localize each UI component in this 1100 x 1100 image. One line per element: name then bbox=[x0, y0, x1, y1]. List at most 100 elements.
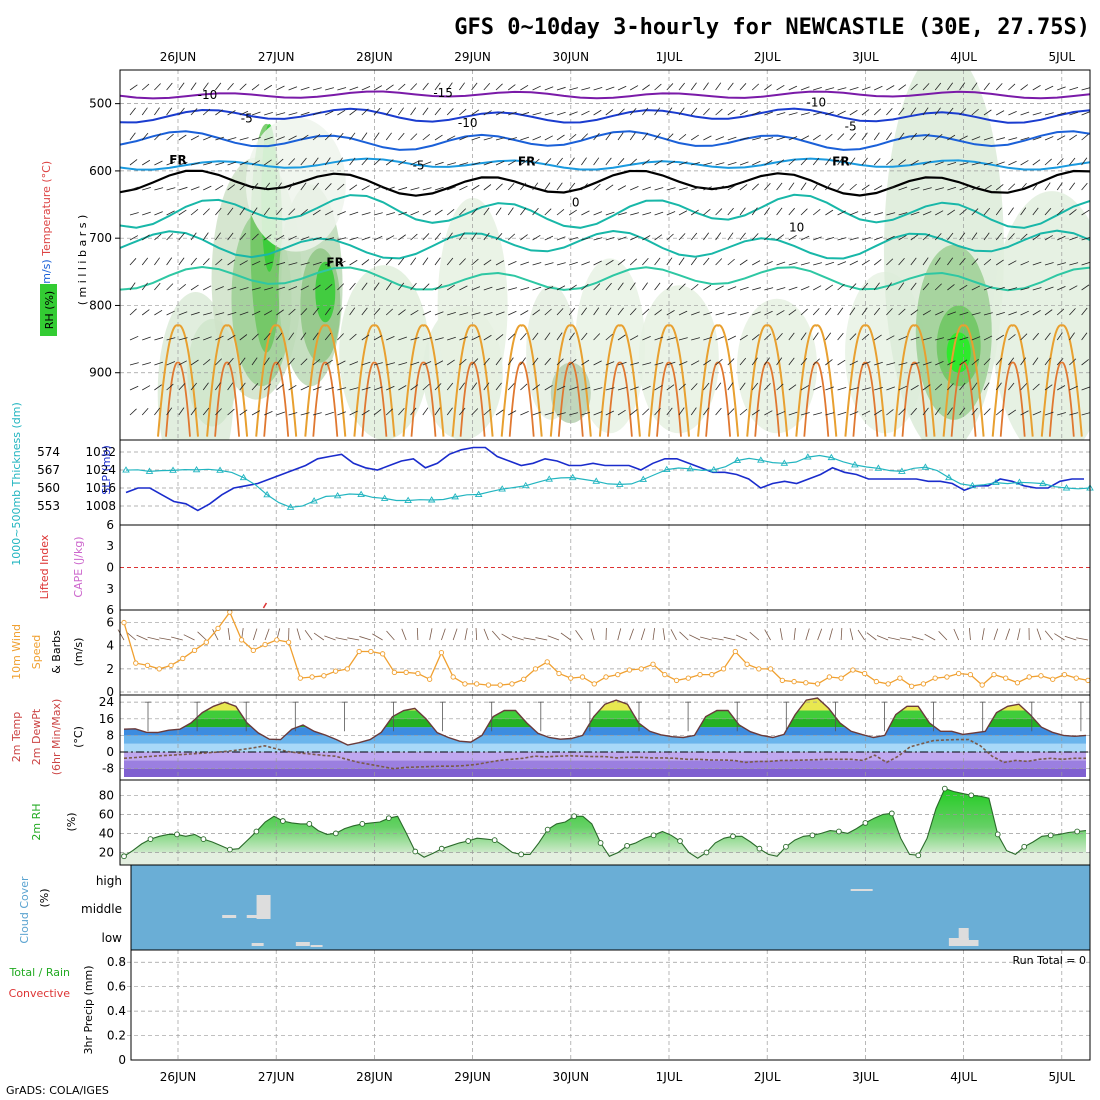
wind-barb-icon bbox=[288, 182, 295, 191]
contour-label: -10 bbox=[806, 95, 826, 109]
wind-barb-icon bbox=[739, 408, 748, 416]
wind-barb-icon bbox=[825, 87, 835, 91]
wind-barb-icon bbox=[739, 382, 746, 391]
wind-barb-icon bbox=[934, 107, 941, 116]
wind-barb-icon bbox=[873, 132, 880, 141]
wind-barb-icon bbox=[263, 357, 270, 366]
humidity-series bbox=[121, 785, 1087, 860]
wind-barb-icon bbox=[959, 82, 966, 91]
wind-barb-icon bbox=[471, 312, 481, 316]
contour-minus5 bbox=[120, 130, 1090, 151]
wind-barb-icon bbox=[263, 159, 272, 166]
wind-barb-icon bbox=[434, 337, 444, 341]
wind-barb-icon bbox=[190, 336, 200, 341]
wind-barb-icon bbox=[1044, 262, 1054, 266]
wind-barb-icon bbox=[483, 357, 490, 366]
wind-barb-icon bbox=[141, 234, 150, 241]
wind-barb-icon bbox=[446, 108, 454, 116]
wind-barb-icon bbox=[825, 209, 834, 216]
wind-speed-point bbox=[344, 666, 351, 672]
surface-barb-icon bbox=[535, 637, 548, 641]
wind-barb-icon bbox=[447, 311, 456, 316]
wind-barb-icon bbox=[971, 185, 981, 191]
surface-barb-icon bbox=[888, 637, 900, 641]
wind-barb-icon bbox=[154, 83, 161, 91]
wind-barb-icon bbox=[691, 337, 700, 341]
wind-barb-icon bbox=[727, 335, 737, 341]
slp-tick-label: 1016 bbox=[85, 481, 116, 495]
wind-speed-point bbox=[462, 681, 468, 687]
surface-barb-icon bbox=[993, 628, 999, 641]
wind-barb-icon bbox=[459, 407, 466, 416]
wind-barb-icon bbox=[178, 311, 188, 316]
wind-barb-icon bbox=[556, 332, 563, 341]
wind-barb-icon bbox=[508, 287, 517, 291]
wind-speed-point bbox=[909, 683, 915, 689]
warm-contour bbox=[353, 324, 396, 437]
cloud-tick-label: middle bbox=[81, 902, 122, 916]
surface-barb-icon bbox=[491, 630, 501, 641]
wind-speed-point bbox=[673, 677, 680, 684]
wind-barb-icon bbox=[849, 283, 857, 291]
wind-barb-icon bbox=[581, 332, 588, 341]
wind-barb-icon bbox=[300, 208, 309, 216]
wind-barb-icon bbox=[446, 257, 454, 266]
pressure-tick-label: 800 bbox=[89, 298, 112, 312]
wind-barb-icon bbox=[703, 135, 712, 141]
wind-barb-icon bbox=[239, 233, 247, 241]
wind-barb-icon bbox=[1057, 286, 1066, 291]
wind-barb-icon bbox=[556, 86, 566, 91]
wind-ylabel-3: & Barbs bbox=[50, 630, 63, 674]
wind-speed-point bbox=[450, 674, 456, 680]
wind-barb-icon bbox=[898, 362, 908, 366]
wind-barb-icon bbox=[776, 136, 786, 141]
wind-barb-icon bbox=[264, 112, 273, 116]
wind-barb-icon bbox=[873, 259, 882, 266]
temp-tick-label: 16 bbox=[99, 712, 114, 726]
wind-barb-icon bbox=[605, 307, 612, 316]
rh-blob bbox=[315, 261, 336, 323]
wind-barb-icon bbox=[215, 335, 224, 341]
wind-speed-point bbox=[897, 675, 903, 681]
wind-barb-icon bbox=[825, 284, 834, 291]
surface-barb-icon bbox=[723, 636, 736, 641]
wind-barb-icon bbox=[337, 132, 344, 141]
wind-barb-icon bbox=[288, 158, 296, 166]
surface-barb-icon bbox=[560, 632, 571, 641]
chart-title: GFS 0~10day 3-hourly for NEWCASTLE (30E,… bbox=[454, 15, 1090, 40]
rh-point bbox=[756, 845, 763, 852]
surface-barb-icon bbox=[335, 637, 348, 641]
wind-barb-icon bbox=[947, 82, 954, 91]
wind-speed-point bbox=[379, 651, 386, 657]
wind-barb-icon bbox=[410, 211, 420, 216]
wind-barb-icon bbox=[410, 187, 420, 191]
thickness-marker bbox=[921, 463, 930, 470]
wind-barb-icon bbox=[715, 358, 723, 366]
rh-point bbox=[783, 843, 789, 850]
warm-contour-inner bbox=[803, 361, 830, 437]
wind-barb-icon bbox=[459, 258, 466, 266]
wind-barb-icon bbox=[471, 109, 480, 116]
wind-barb-icon bbox=[190, 257, 197, 266]
wind-barb-icon bbox=[837, 110, 846, 116]
wind-barb-icon bbox=[581, 183, 588, 191]
wind-barb-icon bbox=[800, 208, 808, 216]
surface-barb-icon bbox=[640, 628, 646, 641]
wind-barb-icon bbox=[910, 83, 918, 91]
precip-ticks: 0.80.60.40.20 bbox=[107, 955, 126, 1067]
wind-barb-icon bbox=[166, 233, 174, 241]
contour-zero bbox=[120, 193, 1090, 229]
wind-barb-icon bbox=[849, 183, 857, 191]
x-axis-top: 26JUN 27JUN 28JUN 29JUN 30JUN 1JUL 2JUL 3JUL 4JU… bbox=[160, 50, 1076, 64]
wind-barb-icon bbox=[459, 162, 469, 166]
surface-barb-icon bbox=[953, 628, 960, 641]
wind-barb-icon bbox=[263, 234, 272, 241]
wind-barb-icon bbox=[996, 161, 1005, 166]
wind-barb-icon bbox=[349, 387, 359, 391]
wind-barb-icon bbox=[215, 382, 221, 391]
rh-point bbox=[1074, 828, 1081, 835]
wind-barb-icon bbox=[922, 361, 932, 366]
wind-barb-icon bbox=[1081, 157, 1088, 166]
wind-barb-icon bbox=[325, 411, 334, 416]
